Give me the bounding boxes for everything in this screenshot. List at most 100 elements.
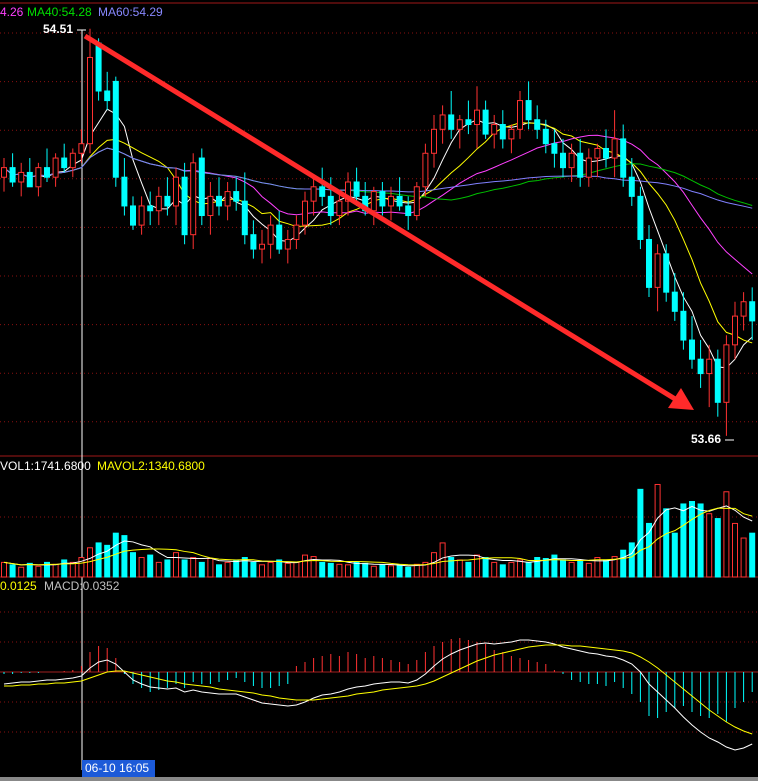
candle-body <box>654 253 661 288</box>
candle-body <box>740 301 747 317</box>
volume-bar <box>155 561 162 578</box>
cursor-date: 06-10 16:05 <box>85 761 149 775</box>
volume-bar <box>345 564 351 578</box>
candle-body <box>336 200 343 217</box>
candle-body <box>637 195 644 240</box>
candle-body <box>104 90 111 102</box>
candle-body <box>499 124 506 140</box>
volume-bar <box>499 564 506 578</box>
volume-bar <box>542 557 549 578</box>
candle-body <box>491 124 498 135</box>
volume-bar <box>319 561 326 578</box>
macd-dea-line <box>4 644 753 735</box>
candle-body <box>302 200 308 226</box>
candle-body <box>465 119 472 126</box>
candle-body <box>396 195 403 207</box>
volume-bar <box>18 566 25 578</box>
volume-bar <box>61 559 68 578</box>
volume-bar <box>9 564 16 578</box>
volume-bar <box>405 566 412 578</box>
ma-legend-0: 4.26 <box>0 5 24 19</box>
ma-line <box>3 505 753 567</box>
candle-body <box>517 100 523 130</box>
candle-body <box>680 310 687 341</box>
volume-bar <box>216 564 222 578</box>
candle-body <box>69 152 76 169</box>
volume-bar <box>284 562 291 578</box>
volume-bar <box>611 556 618 578</box>
volume-bar <box>439 542 446 578</box>
candle-body <box>620 138 627 178</box>
candle-body <box>138 205 145 226</box>
candle-body <box>198 157 205 217</box>
candle-body <box>35 167 42 188</box>
volume-bar <box>69 561 76 578</box>
volume-bar <box>594 557 601 578</box>
candle-body <box>568 152 575 169</box>
volume-bar <box>173 552 179 578</box>
trend-arrow-head <box>668 388 694 410</box>
candle-body <box>87 56 93 145</box>
candle-body <box>482 109 489 135</box>
candle-body <box>594 147 601 159</box>
ma-line <box>3 507 753 566</box>
volume-bar <box>327 562 334 578</box>
ma-legend-1: MA40:54.28 <box>27 5 92 19</box>
volume-bar <box>138 557 145 578</box>
volume-bar <box>577 560 584 578</box>
volume-bar <box>293 561 300 578</box>
candle-body <box>379 191 386 207</box>
candle-body <box>293 224 300 240</box>
candle-body <box>9 167 16 183</box>
volume-bar <box>78 557 85 578</box>
volume-bar <box>130 552 136 578</box>
candle-body <box>121 176 128 207</box>
bottom-bar <box>0 777 758 781</box>
candle-body <box>26 171 33 188</box>
ma-line <box>3 122 753 344</box>
volume-bar <box>267 561 274 578</box>
volume-bar <box>353 561 360 578</box>
candle-body <box>697 358 704 375</box>
volume-bar <box>697 503 704 578</box>
candle-body <box>259 243 265 250</box>
candle-body <box>585 157 592 178</box>
candle-body <box>534 119 541 130</box>
volume-bar <box>714 518 721 578</box>
candle-body <box>577 152 584 178</box>
volume-bar <box>585 562 592 578</box>
candle-body <box>560 152 566 169</box>
volume-bar <box>388 565 394 578</box>
candle-body <box>723 344 730 403</box>
vol-legend-1: MAVOL2:1340.6800 <box>97 459 205 473</box>
candle-body <box>422 152 429 188</box>
candle-body <box>190 162 197 236</box>
candle-body <box>147 205 154 212</box>
candle-body <box>233 191 240 202</box>
volume-bar <box>250 561 257 578</box>
volume-bar <box>413 563 420 578</box>
candle-body <box>405 205 412 217</box>
candle-body <box>551 143 558 154</box>
volume-bar <box>508 561 515 578</box>
volume-bar <box>534 557 541 578</box>
volume-bar <box>517 559 523 578</box>
candle-body <box>52 157 59 178</box>
volume-bar <box>147 554 154 578</box>
volume-bar <box>26 562 33 578</box>
volume-bar <box>491 561 498 578</box>
candle-body <box>224 191 231 207</box>
volume-bar <box>276 559 283 578</box>
volume-bar <box>663 508 670 578</box>
candle-body <box>18 171 25 183</box>
candle-body <box>663 253 670 293</box>
volume-bar <box>52 563 59 578</box>
volume-bar <box>379 564 386 578</box>
macd-dif-line <box>3 639 753 751</box>
candle-body <box>345 181 351 202</box>
candle-body <box>284 238 291 250</box>
volume-bar <box>302 554 308 578</box>
candle-body <box>164 195 171 207</box>
marks <box>1 28 756 751</box>
volume-bar <box>723 491 730 578</box>
